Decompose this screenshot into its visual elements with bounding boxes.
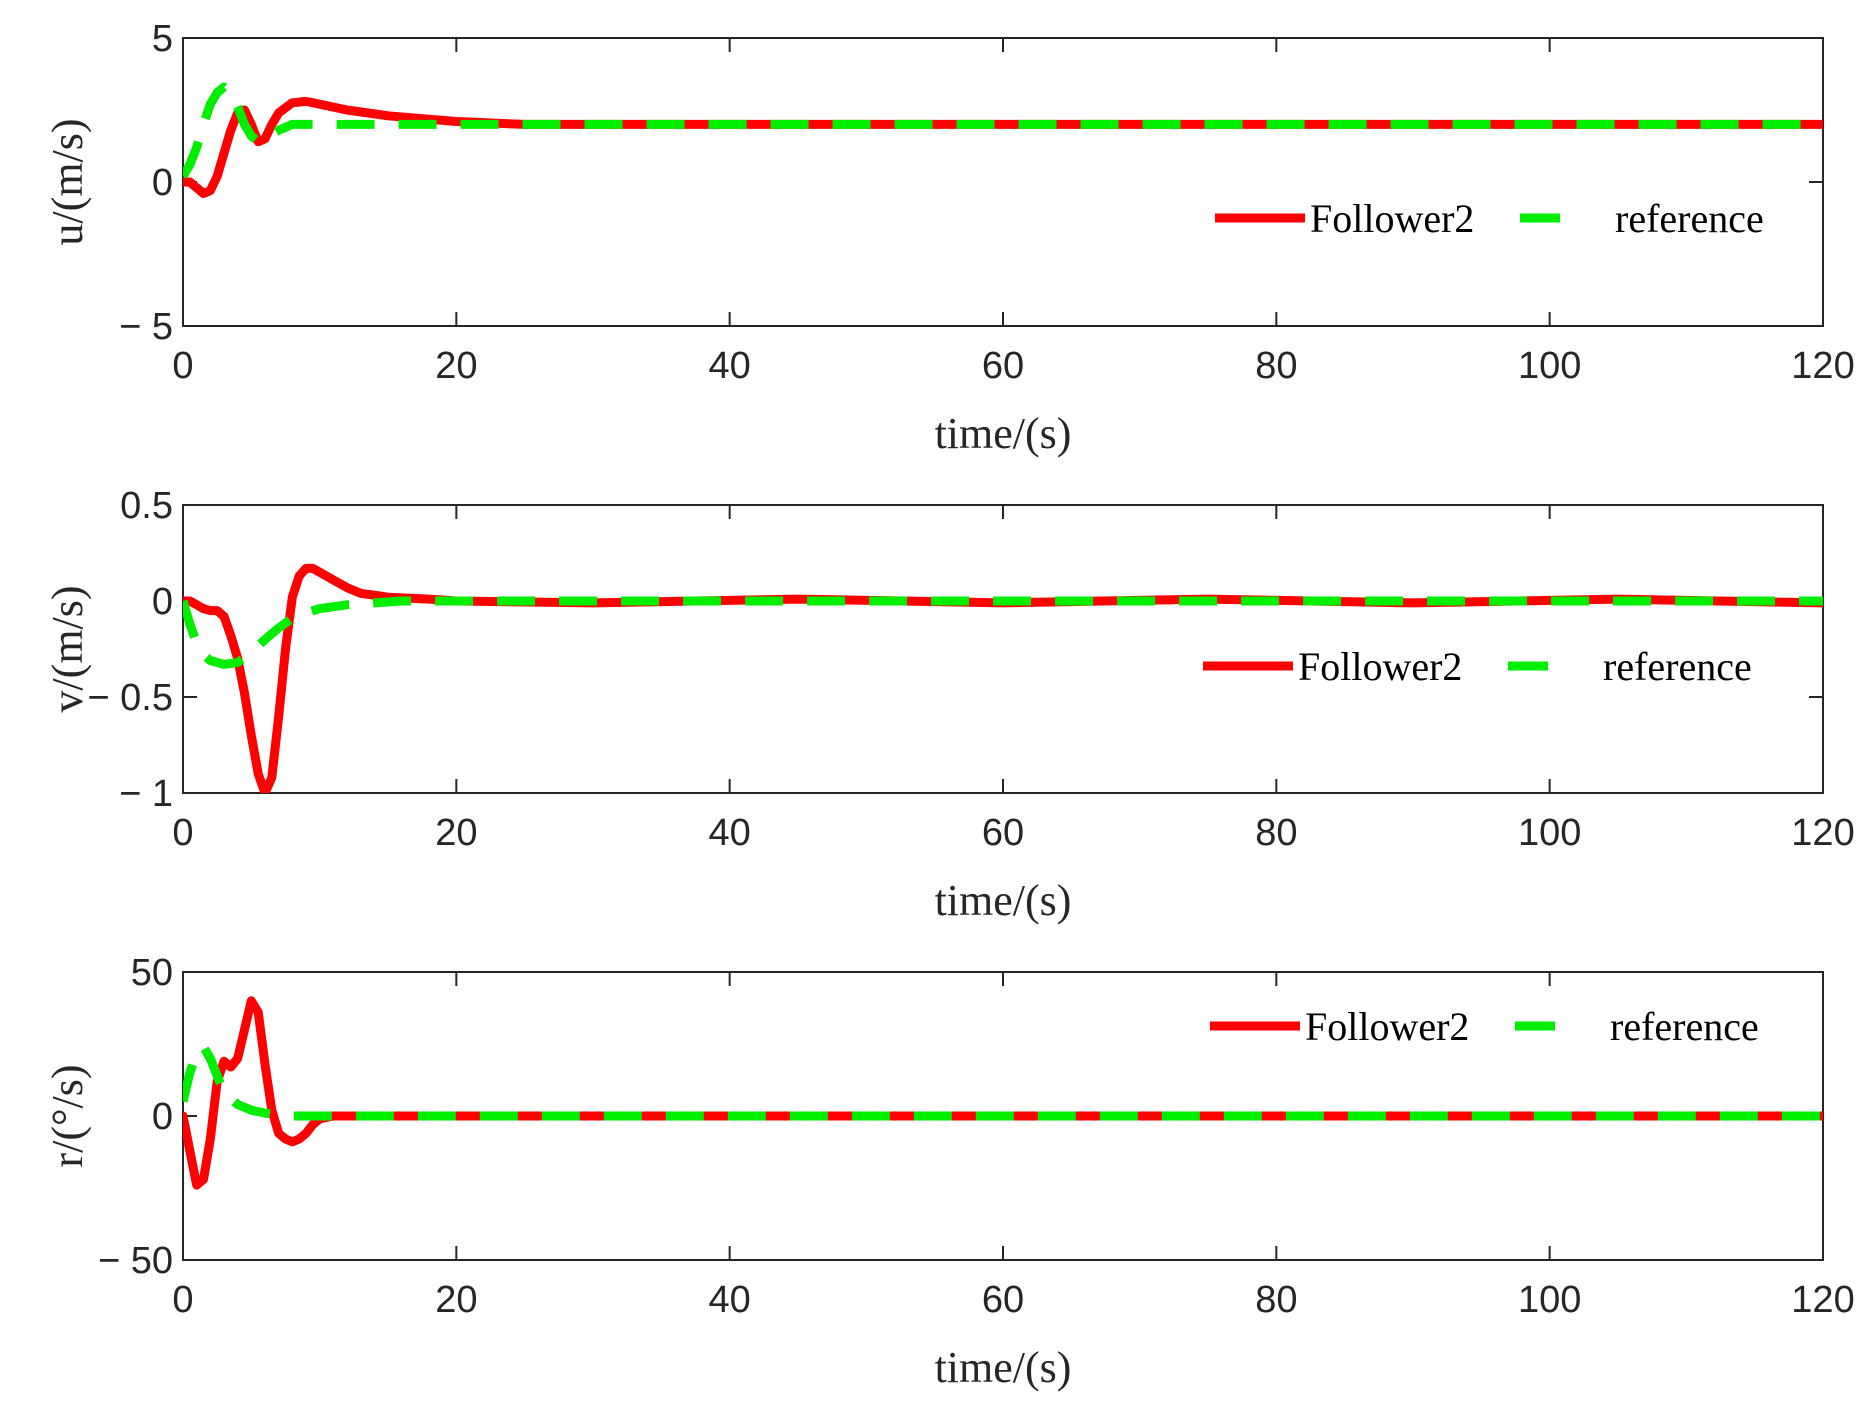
series-line-reference	[183, 596, 1823, 669]
x-tick-label: 20	[435, 345, 477, 387]
x-tick-label: 40	[709, 345, 751, 387]
legend-label-follower2: Follower2	[1305, 1004, 1469, 1049]
y-tick-label: 5	[152, 18, 173, 60]
x-tick-label: 100	[1518, 345, 1581, 387]
y-tick-label: 0	[152, 581, 173, 623]
x-tick-label: 60	[982, 1279, 1024, 1321]
series-line-reference	[183, 82, 1823, 179]
x-tick-label: 120	[1791, 345, 1854, 387]
series-group	[183, 82, 1823, 198]
x-tick-label: 0	[172, 1279, 193, 1321]
legend: Follower2 reference	[1215, 196, 1764, 241]
x-axis-label: time/(s)	[935, 876, 1072, 925]
x-tick-label: 120	[1791, 1279, 1854, 1321]
y-tick-label: 0	[152, 1096, 173, 1138]
x-tick-label: 0	[172, 345, 193, 387]
series-line-reference	[183, 1042, 1823, 1121]
y-tick-label: − 0.5	[87, 677, 173, 719]
x-tick-label: 100	[1518, 1279, 1581, 1321]
x-tick-label: 80	[1255, 812, 1297, 854]
legend-label-follower2: Follower2	[1298, 644, 1462, 689]
legend: Follower2 reference	[1210, 1004, 1759, 1049]
panel-3: 0 20 40 60 80 100 120− 50050time/(s)r/(°/s)Fol…	[43, 952, 1855, 1392]
x-tick-label: 80	[1255, 345, 1297, 387]
legend: Follower2 reference	[1203, 644, 1752, 689]
legend-label-reference: reference	[1615, 196, 1764, 241]
x-tick-label: 80	[1255, 1279, 1297, 1321]
legend-label-reference: reference	[1603, 644, 1752, 689]
x-tick-label: 0	[172, 812, 193, 854]
y-tick-label: 0.5	[120, 485, 173, 527]
x-tick-label: 40	[709, 812, 751, 854]
x-tick-label: 100	[1518, 812, 1581, 854]
y-axis-label: r/(°/s)	[43, 1064, 92, 1167]
y-tick-label: 0	[152, 162, 173, 204]
y-axis-label: u/(m/s)	[43, 118, 92, 245]
y-axis-label: v/(m/s)	[43, 585, 92, 712]
x-axis-label: time/(s)	[935, 409, 1072, 458]
plot-area	[182, 504, 1824, 794]
plot-area	[182, 37, 1824, 327]
x-tick-label: 20	[435, 1279, 477, 1321]
x-tick-label: 40	[709, 1279, 751, 1321]
series-group	[183, 563, 1823, 793]
legend-label-follower2: Follower2	[1310, 196, 1474, 241]
x-tick-label: 120	[1791, 812, 1854, 854]
y-tick-label: − 50	[98, 1240, 173, 1282]
series-group	[183, 996, 1823, 1190]
y-tick-label: − 1	[119, 773, 173, 815]
legend-label-reference: reference	[1610, 1004, 1759, 1049]
x-tick-label: 60	[982, 812, 1024, 854]
x-axis-label: time/(s)	[935, 1343, 1072, 1392]
y-tick-label: 50	[131, 952, 173, 994]
panel-2: 0 20 40 60 80 100 120 − 1 − 0.5 0 0.5 time/(s) v/(m/…	[43, 485, 1855, 925]
x-tick-label: 20	[435, 812, 477, 854]
y-tick-label: − 5	[119, 306, 173, 348]
x-tick-label: 60	[982, 345, 1024, 387]
